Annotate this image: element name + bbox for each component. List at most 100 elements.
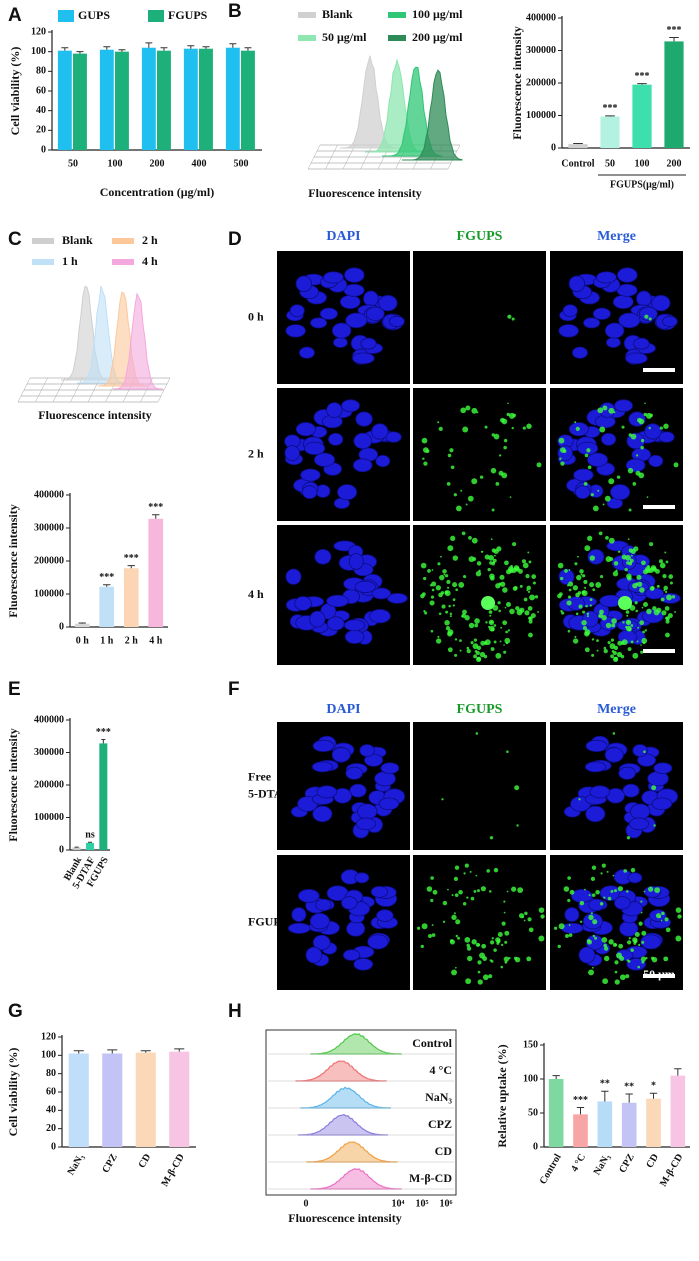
fluorescent-spot	[619, 974, 626, 981]
x-tick-label: CD	[644, 1152, 661, 1170]
legend-swatch	[148, 10, 164, 22]
fluorescent-spot	[584, 586, 587, 589]
fluorescent-spot	[459, 639, 462, 643]
fluorescent-spot	[644, 402, 646, 405]
nucleus	[328, 432, 344, 446]
fluorescent-spot	[578, 604, 583, 609]
row-label: 4 h	[248, 587, 264, 601]
fluorescent-spot	[484, 554, 490, 560]
x-tick-label: 100	[108, 158, 123, 169]
fluorescent-spot	[473, 638, 478, 642]
fluorescent-spot	[633, 939, 638, 944]
fluorescent-spot	[596, 639, 599, 643]
fluorescent-spot	[607, 641, 611, 645]
fluorescent-spot	[499, 640, 502, 643]
nucleus	[584, 761, 607, 773]
nucleus	[348, 553, 364, 570]
fluorescent-spot	[540, 914, 545, 919]
histogram-label: 4 °C	[430, 1063, 452, 1077]
fluorescent-spot	[643, 750, 646, 753]
fluorescent-spot	[673, 462, 679, 468]
legend-label: 2 h	[142, 233, 158, 247]
nucleus	[312, 739, 335, 753]
fluorescent-spot	[578, 798, 581, 801]
fluorescent-spot	[477, 960, 482, 965]
nucleus	[651, 797, 673, 811]
bar	[664, 41, 684, 148]
fluorescent-spot	[446, 481, 451, 486]
fluorescent-spot	[568, 588, 572, 592]
bar	[548, 1079, 564, 1147]
fluorescent-spot	[653, 609, 660, 616]
nucleus	[331, 322, 352, 339]
fluorescent-spot	[612, 571, 619, 577]
error-bar	[649, 1092, 658, 1099]
x-tick-label: 1 h	[100, 635, 114, 646]
fluorescent-spot	[605, 622, 612, 629]
fluorescent-spot	[527, 551, 530, 554]
fluorescent-spot	[444, 574, 449, 578]
fluorescent-spot	[671, 595, 676, 599]
fluorescent-spot	[489, 940, 495, 945]
fluorescent-spot	[454, 653, 458, 657]
significance-label: ***	[96, 727, 111, 738]
fluorescent-spot	[492, 561, 495, 564]
fluorescent-spot	[558, 923, 565, 930]
fluorescent-spot	[467, 495, 474, 502]
fluorescent-spot	[423, 576, 427, 581]
fluorescent-spot	[624, 567, 628, 572]
fluorescent-spot	[489, 836, 494, 840]
fluorescent-spot	[496, 939, 501, 944]
fluorescent-spot	[641, 606, 644, 609]
fluorescent-spot	[640, 445, 644, 450]
legend-swatch	[388, 12, 406, 18]
fluorescent-spot	[493, 948, 497, 952]
bar	[141, 47, 156, 150]
fluorescent-spot	[584, 629, 591, 636]
fluorescent-spot	[429, 584, 433, 587]
nucleus	[583, 317, 601, 329]
fluorescent-spot	[640, 650, 644, 654]
fluorescent-spot	[423, 461, 428, 466]
bar	[157, 50, 171, 150]
bar	[573, 1114, 588, 1147]
fluorescent-spot	[462, 901, 467, 906]
bar	[632, 84, 652, 148]
fluorescent-spot	[503, 438, 508, 443]
fluorescent-spot	[502, 620, 508, 626]
fluorescent-spot	[644, 314, 649, 319]
fluorescent-spot	[498, 609, 501, 613]
fluorescent-spot	[594, 936, 598, 940]
fluorescent-spot	[505, 630, 508, 634]
bar	[241, 50, 255, 150]
bar	[99, 586, 115, 627]
y-tick-label: 300000	[34, 747, 64, 758]
fluorescent-spot	[663, 956, 669, 962]
fluorescent-spot	[646, 496, 649, 498]
x-tick-label: Control	[538, 1152, 564, 1186]
fluorescent-spot	[618, 550, 621, 553]
fluorescent-spot	[664, 590, 668, 594]
fluorescent-spot	[475, 732, 479, 735]
fluorescent-spot	[626, 561, 630, 565]
x-tick-label: 400	[192, 158, 207, 169]
fluorescent-spot	[488, 625, 491, 629]
fluorescent-spot	[553, 926, 558, 930]
row-label: Free	[248, 769, 272, 783]
fluorescent-spot	[445, 626, 451, 631]
fluorescent-spot	[675, 935, 682, 942]
histogram-label: CPZ	[428, 1117, 452, 1131]
fluorescent-spot	[665, 619, 670, 624]
fluorescent-spot	[485, 621, 488, 624]
fluorescent-spot	[471, 407, 478, 414]
fluorescent-spot	[640, 956, 647, 962]
fluorescent-spot	[637, 581, 643, 587]
fluorescent-spot	[446, 579, 451, 585]
nucleus	[626, 957, 647, 971]
fluorescent-spot	[477, 979, 483, 985]
fluorescent-spot	[589, 555, 596, 561]
nucleus	[612, 294, 634, 310]
fluorescent-spot	[441, 798, 444, 801]
fluorescent-spot	[475, 874, 478, 877]
fluorescent-spot	[450, 939, 454, 943]
